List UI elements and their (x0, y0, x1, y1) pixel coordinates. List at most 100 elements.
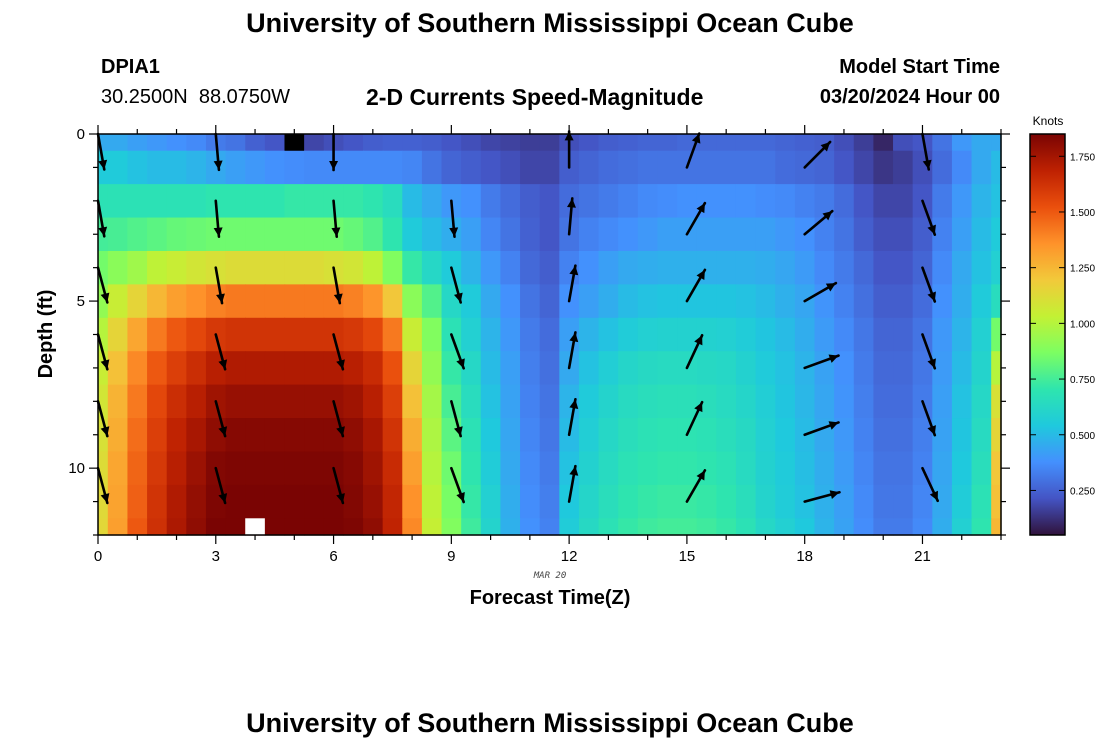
heatmap-cell (971, 217, 992, 252)
heatmap-cell (618, 418, 639, 453)
heatmap-cell (284, 284, 305, 319)
heatmap-cell (618, 317, 639, 352)
heatmap-cell (382, 418, 403, 453)
current-vector (803, 209, 834, 236)
heatmap-cell (677, 250, 698, 285)
heatmap-cell (480, 250, 502, 285)
heatmap-cell (814, 518, 835, 536)
heatmap-cell (166, 518, 187, 536)
heatmap-cell (755, 284, 776, 319)
heatmap-cell (559, 384, 580, 419)
heatmap-cell (441, 217, 462, 252)
heatmap-cell (225, 284, 246, 319)
x-axis-title: Forecast Time(Z) (470, 587, 631, 609)
heatmap-cell (304, 317, 325, 352)
heatmap-cell (814, 134, 835, 152)
heatmap-cell (853, 150, 875, 185)
heatmap-cell (500, 317, 521, 352)
current-vector (567, 397, 579, 437)
heatmap-cell (500, 451, 521, 486)
current-vector (96, 266, 110, 304)
heatmap-cell (480, 384, 502, 419)
heatmap-cell (186, 250, 207, 285)
heatmap-cell (598, 484, 619, 519)
heatmap-cell (696, 351, 717, 386)
vector-head (825, 283, 836, 292)
heatmap-cell (735, 317, 757, 352)
heatmap-cell (520, 518, 541, 536)
vector-head (100, 426, 110, 437)
heatmap-cell (696, 317, 717, 352)
current-vector (803, 490, 841, 503)
heatmap-cell (127, 250, 148, 285)
heatmap-cell (421, 134, 443, 152)
heatmap-cell (264, 484, 286, 519)
current-vector (450, 266, 463, 304)
heatmap-cell (932, 317, 953, 352)
current-vector (685, 268, 707, 303)
heatmap-cell (539, 418, 560, 453)
heatmap-cell (382, 484, 403, 519)
heatmap-cell (205, 284, 227, 319)
heatmap-cell (677, 451, 698, 486)
heatmap-cell (755, 484, 776, 519)
heatmap-cells (98, 134, 1002, 536)
heatmap-cell (637, 384, 659, 419)
heatmap-cell (245, 451, 266, 486)
vector-head (336, 426, 345, 437)
heatmap-cell (971, 184, 992, 219)
vector-head (564, 131, 574, 141)
heatmap-cell (991, 351, 1002, 386)
heatmap-cell (461, 217, 482, 252)
current-vector (214, 466, 228, 505)
heatmap-cell (951, 518, 973, 536)
heatmap-cell (716, 518, 737, 536)
heatmap-cell (323, 284, 344, 319)
heatmap-cell (480, 317, 502, 352)
heatmap-cell (147, 150, 168, 185)
heatmap-cell (932, 184, 953, 219)
heatmap-cell (363, 217, 384, 252)
heatmap-cell (245, 317, 266, 352)
heatmap-cell (932, 150, 953, 185)
heatmap-cell (991, 184, 1002, 219)
heatmap-cell (147, 317, 168, 352)
heatmap-cell (441, 134, 462, 152)
heatmap-cell (186, 518, 207, 536)
heatmap-cell (814, 217, 835, 252)
colorbar-tick-label: 1.250 (1070, 264, 1095, 275)
heatmap-cell (971, 484, 992, 519)
heatmap-cell (539, 451, 560, 486)
heatmap-cell (284, 384, 305, 419)
heatmap-cell (461, 451, 482, 486)
current-vector (96, 132, 108, 171)
heatmap-cell (657, 484, 678, 519)
heatmap-cell (127, 418, 148, 453)
heatmap-cell (205, 484, 227, 519)
current-vector (803, 421, 840, 437)
heatmap-cell (873, 134, 894, 152)
heatmap-cell (735, 134, 757, 152)
heatmap-cell (520, 351, 541, 386)
heatmap-cell (735, 418, 757, 453)
vector-head (216, 293, 225, 304)
heatmap-cell (186, 134, 207, 152)
heatmap-cell (382, 317, 403, 352)
colorbar-tick-label: 0.750 (1070, 375, 1095, 386)
heatmap-cell (500, 351, 521, 386)
heatmap-cell (343, 518, 364, 536)
heatmap-cell (480, 484, 502, 519)
heatmap-cell (205, 217, 227, 252)
heatmap-cell (461, 150, 482, 185)
second-chart-title: University of Southern Mississippi Ocean… (246, 708, 854, 738)
colorbar-tick-label: 1.750 (1070, 152, 1095, 163)
heatmap-cell (205, 418, 227, 453)
heatmap-cell (363, 451, 384, 486)
vector-head (822, 211, 833, 221)
heatmap-cell (657, 317, 678, 352)
heatmap-cell (147, 134, 168, 152)
heatmap-cell (343, 451, 364, 486)
vector-head (453, 426, 463, 437)
colorbar-tick-label: 1.500 (1070, 208, 1095, 219)
vector-head (456, 358, 465, 369)
